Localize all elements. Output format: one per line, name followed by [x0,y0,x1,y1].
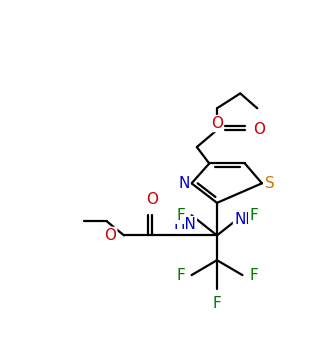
Text: HN: HN [173,217,196,232]
Text: O: O [146,192,158,208]
Text: O: O [104,228,116,243]
Text: O: O [211,116,223,131]
Text: NH: NH [234,212,257,227]
Text: F: F [249,268,258,283]
Text: N: N [178,176,189,191]
Text: F: F [176,268,185,283]
Text: O: O [253,122,265,138]
Text: F: F [213,297,221,311]
Text: F: F [249,208,258,223]
Text: F: F [176,208,185,223]
Text: S: S [265,176,275,191]
